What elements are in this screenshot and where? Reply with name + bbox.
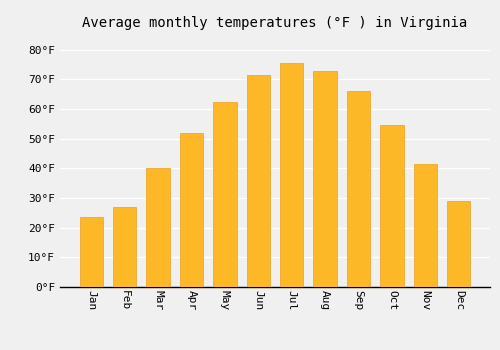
Title: Average monthly temperatures (°F ) in Virginia: Average monthly temperatures (°F ) in Vi… bbox=[82, 16, 468, 30]
Bar bbox=[414, 164, 437, 287]
Bar bbox=[246, 75, 270, 287]
Bar bbox=[380, 125, 404, 287]
Bar bbox=[80, 217, 103, 287]
Bar bbox=[180, 133, 203, 287]
Bar bbox=[146, 168, 170, 287]
Bar bbox=[314, 71, 337, 287]
Bar bbox=[113, 207, 136, 287]
Bar bbox=[447, 201, 470, 287]
Bar bbox=[347, 91, 370, 287]
Bar bbox=[280, 63, 303, 287]
Bar bbox=[213, 102, 236, 287]
